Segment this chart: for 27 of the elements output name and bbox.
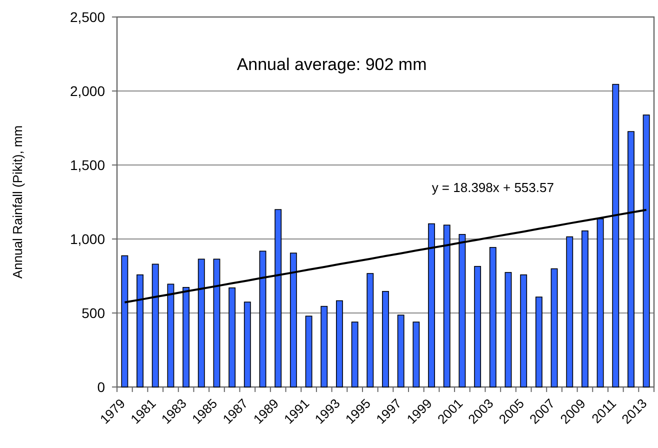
- bar: [397, 314, 404, 388]
- bar: [412, 322, 420, 388]
- bar: [320, 306, 328, 388]
- bar: [351, 322, 358, 388]
- bar: [474, 266, 482, 388]
- bar: [228, 287, 236, 388]
- annotation: y = 18.398x + 553.57: [432, 180, 554, 195]
- bar: [520, 274, 528, 388]
- annotation: Annual average: 902 mm: [236, 55, 427, 74]
- bar: [336, 300, 343, 388]
- bar: [566, 236, 574, 388]
- y-tick-label: 2,500: [70, 8, 106, 25]
- bar: [366, 273, 374, 388]
- bar: [535, 296, 542, 388]
- bar: [305, 316, 312, 388]
- bar: [244, 302, 251, 388]
- bar: [489, 247, 496, 388]
- bar: [382, 290, 389, 388]
- y-tick-label: 1,500: [70, 156, 106, 173]
- bar: [550, 268, 558, 388]
- y-axis-title: Annual Rainfall (Pikit), mm: [10, 125, 25, 279]
- y-tick-label: 500: [82, 304, 106, 321]
- y-tick-label: 2,000: [70, 82, 106, 99]
- bar: [504, 272, 512, 388]
- bar: [581, 230, 588, 388]
- y-tick-label: 0: [97, 378, 106, 395]
- y-tick-label: 1,000: [70, 230, 106, 247]
